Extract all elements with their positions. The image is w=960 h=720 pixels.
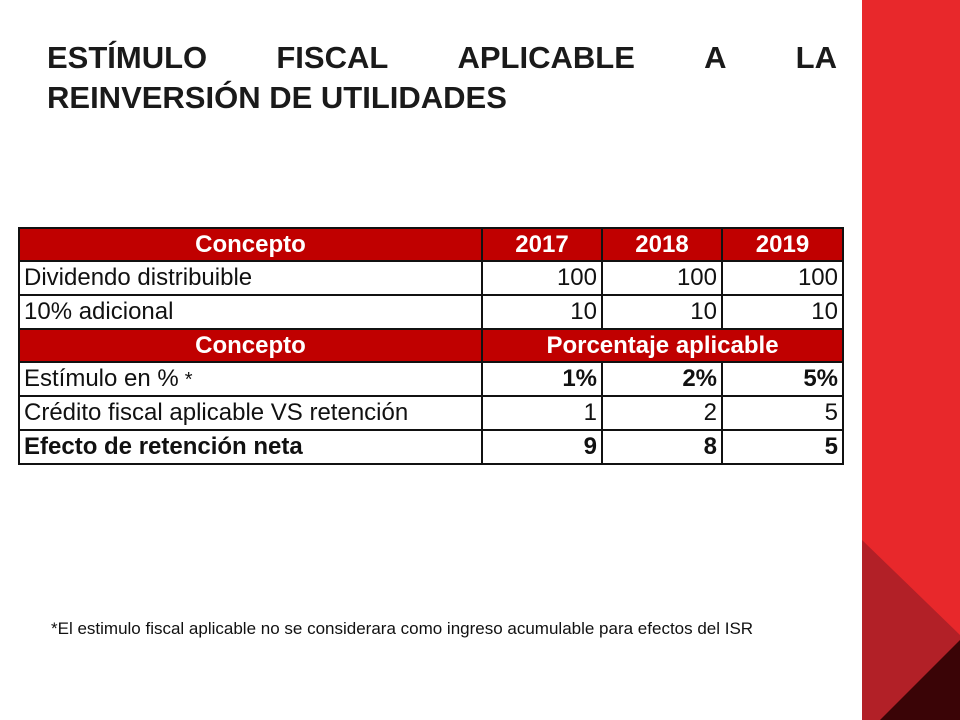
row-label-cell: Estímulo en % * bbox=[18, 361, 483, 397]
table-cell: 9 bbox=[481, 429, 603, 465]
title-word: A bbox=[704, 40, 727, 75]
table-header-row: Concepto Porcentaje aplicable bbox=[18, 328, 844, 363]
table-cell: 8 bbox=[601, 429, 723, 465]
table-cell: 100 bbox=[601, 260, 723, 296]
table-row: 10% adicional 10 10 10 bbox=[18, 294, 844, 330]
row-label: Efecto de retención neta bbox=[18, 429, 483, 465]
header-concepto: Concepto bbox=[18, 328, 483, 363]
decorative-corner-shape bbox=[862, 540, 960, 720]
header-porcentaje-aplicable: Porcentaje aplicable bbox=[481, 328, 844, 363]
footnote: *El estimulo fiscal aplicable no se cons… bbox=[51, 619, 754, 638]
title-line-2: REINVERSIÓN DE UTILIDADES bbox=[47, 80, 507, 115]
header-year: 2017 bbox=[481, 227, 603, 262]
table-cell: 2 bbox=[601, 395, 723, 431]
title-word: ESTÍMULO bbox=[47, 40, 208, 75]
table-cell: 2% bbox=[601, 361, 723, 397]
table-cell: 5% bbox=[721, 361, 844, 397]
header-concepto: Concepto bbox=[18, 227, 483, 262]
footnote-marker: * bbox=[184, 368, 193, 391]
table-row: Efecto de retención neta 9 8 5 bbox=[18, 429, 844, 465]
row-label: Dividendo distribuible bbox=[18, 260, 483, 296]
row-label: Estímulo en % bbox=[24, 364, 179, 392]
table-row: Estímulo en % * 1% 2% 5% bbox=[18, 361, 844, 397]
table-cell: 10 bbox=[481, 294, 603, 330]
table-cell: 5 bbox=[721, 429, 844, 465]
table-cell: 10 bbox=[721, 294, 844, 330]
row-label: Crédito fiscal aplicable VS retención bbox=[18, 395, 483, 431]
table-header-row: Concepto 2017 2018 2019 bbox=[18, 227, 844, 262]
title-word: FISCAL bbox=[276, 40, 389, 75]
table-cell: 1% bbox=[481, 361, 603, 397]
table-cell: 100 bbox=[481, 260, 603, 296]
header-year: 2018 bbox=[601, 227, 723, 262]
table-cell: 10 bbox=[601, 294, 723, 330]
table-cell: 1 bbox=[481, 395, 603, 431]
row-label: 10% adicional bbox=[18, 294, 483, 330]
table-row: Dividendo distribuible 100 100 100 bbox=[18, 260, 844, 296]
title-word: APLICABLE bbox=[457, 40, 635, 75]
table-row: Crédito fiscal aplicable VS retención 1 … bbox=[18, 395, 844, 431]
title-word: LA bbox=[795, 40, 837, 75]
page-title: ESTÍMULO FISCAL APLICABLE A LA REINVERSI… bbox=[47, 38, 837, 118]
fiscal-table: Concepto 2017 2018 2019 Dividendo distri… bbox=[18, 227, 844, 465]
table-cell: 100 bbox=[721, 260, 844, 296]
table-cell: 5 bbox=[721, 395, 844, 431]
header-year: 2019 bbox=[721, 227, 844, 262]
